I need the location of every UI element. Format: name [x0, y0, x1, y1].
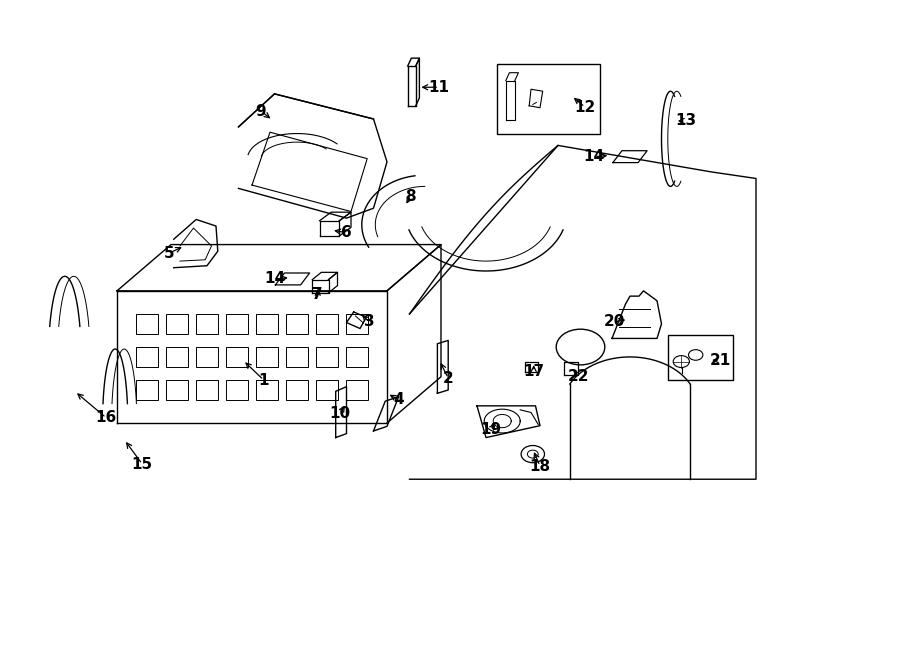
Text: 5: 5 — [164, 246, 175, 260]
Text: 16: 16 — [95, 410, 117, 425]
Bar — [497, 64, 600, 134]
Text: 3: 3 — [364, 315, 374, 329]
Text: 10: 10 — [329, 406, 351, 420]
Text: 2: 2 — [443, 371, 454, 385]
Text: 1: 1 — [258, 373, 269, 387]
Text: 15: 15 — [131, 457, 153, 471]
Text: 8: 8 — [405, 189, 416, 204]
Text: 7: 7 — [312, 287, 323, 301]
Bar — [668, 335, 733, 380]
Text: 14: 14 — [264, 272, 285, 286]
Text: 6: 6 — [341, 225, 352, 240]
Text: 4: 4 — [393, 393, 404, 407]
Text: 12: 12 — [574, 100, 596, 114]
Text: 19: 19 — [480, 422, 501, 437]
Text: 21: 21 — [709, 353, 731, 368]
Text: 11: 11 — [428, 80, 450, 95]
Text: 9: 9 — [256, 104, 266, 118]
Text: 14: 14 — [583, 149, 605, 164]
Text: 18: 18 — [529, 459, 551, 473]
Text: 22: 22 — [568, 369, 590, 384]
Text: 20: 20 — [604, 315, 626, 329]
Text: 17: 17 — [523, 364, 544, 379]
Text: 13: 13 — [675, 114, 697, 128]
